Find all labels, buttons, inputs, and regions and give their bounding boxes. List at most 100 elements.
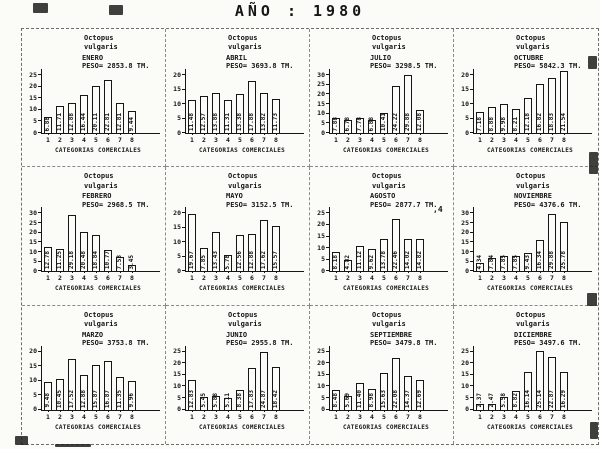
bar [56, 249, 64, 272]
species-line-1: Octopus [516, 34, 546, 42]
chart-peso-label: PESO= 4376.6 TM. [514, 200, 582, 209]
bar [416, 109, 424, 133]
y-tick-label: 15 [173, 223, 181, 232]
x-axis-title: CATEGORIAS COMERCIALES [342, 285, 430, 293]
y-tick-mark [38, 394, 41, 396]
chart-peso-label: PESO= 3298.5 TM. [370, 62, 438, 71]
bar [128, 380, 136, 410]
bar-value-label: 21.54 [560, 112, 567, 131]
bar-value-label: 7.85 [512, 254, 519, 270]
x-tick-label: 2 [58, 274, 62, 283]
x-tick-mark [420, 271, 421, 274]
x-tick-mark [228, 409, 229, 412]
x-tick-mark [264, 271, 265, 274]
x-tick-mark [516, 409, 517, 412]
x-axis-title: CATEGORIAS COMERCIALES [486, 285, 574, 293]
bar [188, 214, 196, 272]
chart-month-label: SEPTIEMBRE [370, 330, 413, 339]
bar [212, 395, 220, 410]
x-tick-label: 3 [358, 274, 362, 283]
y-tick-mark [326, 83, 329, 85]
x-tick-label: 5 [238, 136, 242, 144]
x-tick-mark [348, 133, 349, 135]
bar-value-label: 24.87 [260, 389, 267, 408]
x-tick-mark [120, 133, 121, 135]
bar-value-label: 10.45 [56, 389, 63, 408]
x-tick-mark [84, 409, 85, 412]
x-tick-label: 6 [394, 412, 398, 421]
bar-value-label: 6.78 [344, 116, 351, 131]
chart-month-label: MARZO [82, 330, 104, 339]
bar [500, 396, 508, 410]
y-tick-label: 0 [465, 128, 469, 137]
x-tick-label: 8 [274, 136, 278, 144]
bar-value-label: 12.88 [68, 112, 75, 131]
x-tick-label: 8 [274, 274, 278, 283]
x-axis-title: CATEGORIAS COMERCIALES [486, 423, 574, 431]
bar [548, 78, 556, 133]
x-tick-label: 4 [82, 412, 86, 421]
y-tick-label: 15 [29, 361, 37, 370]
x-tick-mark [48, 271, 49, 274]
x-tick-mark [192, 409, 193, 412]
y-tick-label: 20 [317, 358, 325, 367]
x-tick-mark [564, 271, 565, 274]
y-tick-mark [38, 132, 41, 133]
chart-peso-label: PESO= 3753.8 TM. [82, 339, 150, 348]
bar-value-label: 18.42 [272, 389, 279, 408]
bar [476, 112, 484, 133]
x-tick-mark [528, 409, 529, 412]
y-tick-mark [182, 362, 185, 364]
bar [260, 351, 268, 410]
scan-artifact [587, 293, 597, 306]
bar [212, 232, 220, 272]
bar [404, 376, 412, 410]
bar [236, 390, 244, 410]
species-line-1: Octopus [516, 310, 546, 319]
y-tick-mark [470, 408, 473, 410]
species-line-1: Octopus [372, 34, 402, 42]
x-axis [41, 271, 160, 273]
bar-value-label: 15.57 [272, 251, 279, 270]
x-axis [473, 133, 592, 134]
x-axis-title: CATEGORIAS COMERCIALES [486, 147, 574, 154]
x-tick-mark [384, 271, 385, 274]
bar [524, 97, 532, 133]
y-tick-mark [182, 103, 185, 104]
bar-value-label: 8.18 [332, 254, 339, 270]
x-tick-mark [252, 409, 253, 412]
species-line-2: vulgaris [372, 43, 406, 52]
chart-peso-label: PESO= 3479.8 TM. [370, 339, 438, 348]
bar [392, 358, 400, 410]
y-tick-label: 10 [173, 237, 181, 246]
x-tick-mark [48, 409, 49, 412]
x-tick-mark [372, 409, 373, 412]
scan-artifact [589, 152, 598, 174]
bar-value-label: 16.29 [560, 389, 567, 408]
x-tick-label: 3 [70, 274, 74, 283]
bar [188, 99, 196, 133]
x-tick-label: 8 [562, 274, 566, 283]
x-tick-label: 5 [526, 136, 530, 144]
x-tick-mark [336, 133, 337, 135]
bar-value-label: 29.18 [68, 251, 75, 270]
chart-panel-abril: Octopus vulgaris ABRIL PESO= 3693.8 TM. 0 5 10… [166, 29, 310, 168]
x-tick-label: 1 [190, 412, 194, 421]
x-tick-label: 2 [490, 136, 494, 144]
x-tick-mark [372, 271, 373, 274]
y-tick-mark [326, 270, 329, 272]
x-tick-mark [240, 409, 241, 412]
y-tick-label: 20 [461, 228, 469, 237]
scan-artifact [588, 56, 597, 69]
bar [380, 239, 388, 272]
species-line-2: vulgaris [228, 43, 262, 52]
chart-panel-julio: Octopus vulgaris JULIO PESO= 3298.5 TM. 0 5 10… [310, 29, 454, 168]
bar [116, 103, 124, 133]
x-tick-label: 5 [382, 136, 386, 144]
x-tick-label: 1 [46, 412, 50, 421]
y-tick-label: 5 [321, 393, 325, 402]
bar [368, 119, 376, 133]
x-tick-label: 2 [490, 412, 494, 421]
bar [104, 360, 112, 410]
x-tick-mark [504, 133, 505, 135]
